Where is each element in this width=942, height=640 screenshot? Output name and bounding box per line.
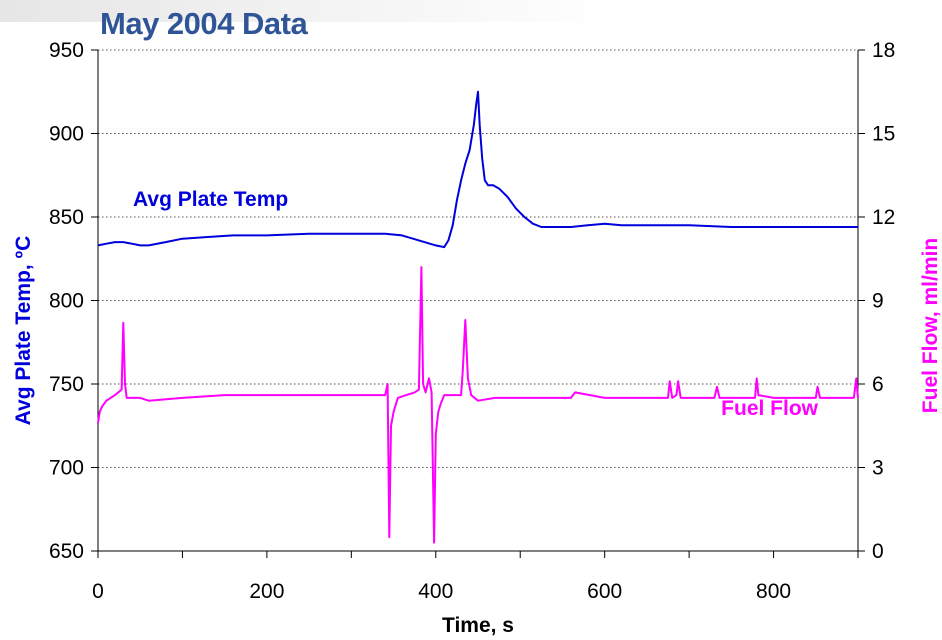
ytick-label-850: 850	[49, 206, 84, 229]
tick-labels: 650 700 750 800 850 900 950 0 3 6 9 12 15 18 0 200 400 60…	[49, 39, 895, 603]
x-axis-title: Time, s	[442, 614, 514, 637]
y-axis-right-title: Fuel Flow, ml/min	[919, 238, 942, 413]
y2tick-label-18: 18	[872, 39, 895, 62]
y2tick-label-12: 12	[872, 206, 895, 229]
ytick-label-900: 900	[49, 123, 84, 146]
y2tick-label-9: 9	[872, 290, 884, 313]
y2tick-label-0: 0	[872, 540, 884, 563]
title-background	[0, 0, 620, 22]
ytick-label-700: 700	[49, 457, 84, 480]
grid-lines	[98, 49, 858, 468]
ytick-label-650: 650	[49, 540, 84, 563]
y-axis-left-title: Avg Plate Temp, ºC	[12, 236, 35, 426]
annotation-fuel-flow: Fuel Flow	[721, 397, 818, 420]
series-group	[97, 90, 859, 544]
y2tick-label-6: 6	[872, 373, 884, 396]
xtick-label-400: 400	[418, 580, 453, 603]
ytick-label-750: 750	[49, 373, 84, 396]
chart-title: May 2004 Data	[100, 6, 308, 41]
series-line-fuel-flow	[97, 266, 859, 544]
y2tick-label-3: 3	[872, 457, 884, 480]
axes	[91, 49, 865, 558]
annotation-avg-plate-temp: Avg Plate Temp	[133, 188, 288, 211]
y2tick-label-15: 15	[872, 123, 895, 146]
xtick-label-800: 800	[756, 580, 791, 603]
xtick-label-200: 200	[249, 580, 284, 603]
xtick-label-600: 600	[587, 580, 622, 603]
ytick-label-800: 800	[49, 290, 84, 313]
xtick-label-0: 0	[92, 580, 104, 603]
ytick-label-950: 950	[49, 39, 84, 62]
series-line-avg-plate-temp	[97, 90, 858, 249]
